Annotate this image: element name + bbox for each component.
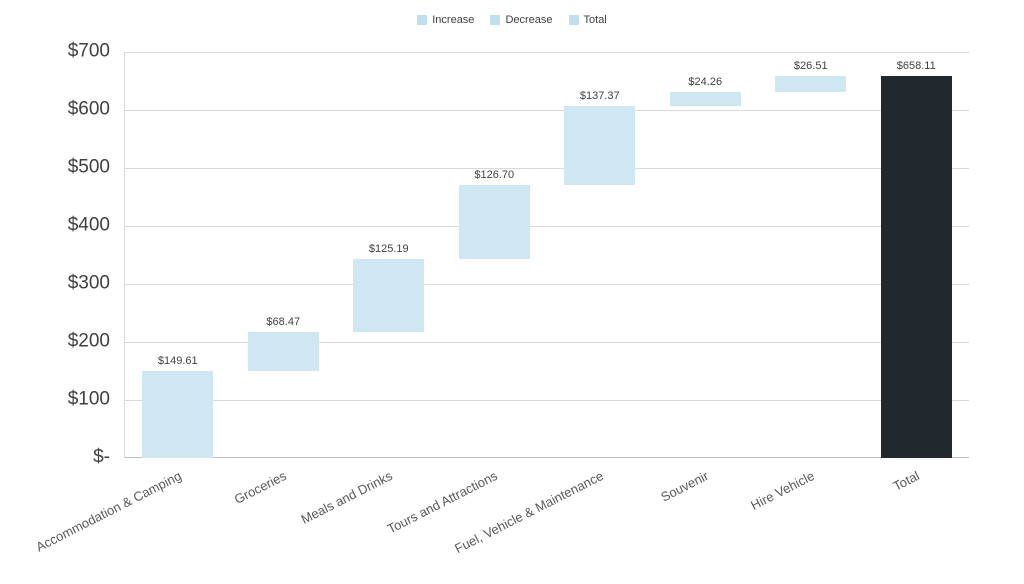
x-category-label: Souvenir — [658, 468, 712, 505]
waterfall-bar-increase — [142, 371, 214, 458]
plot-area: $149.61 $68.47 $125.19 $126.70 $137.37 $24.26… — [124, 52, 969, 458]
data-label: $658.11 — [896, 60, 936, 73]
y-tick-label: $400 — [67, 214, 110, 236]
waterfall-bar-increase — [353, 258, 425, 332]
gridline — [125, 52, 969, 53]
total-swatch-icon — [568, 15, 579, 25]
data-label: $26.51 — [793, 60, 828, 73]
x-category-label: Meals and Drinks — [298, 468, 395, 527]
waterfall-bar-increase — [669, 91, 741, 106]
waterfall-bar-increase — [458, 185, 530, 259]
x-category-label: Hire Vehicle — [747, 468, 817, 513]
x-category-label: Tours and Attractions — [385, 468, 501, 537]
x-category-label: Groceries — [232, 468, 290, 507]
data-label: $24.26 — [688, 75, 723, 88]
waterfall-bar-total — [880, 76, 952, 458]
gridline — [125, 168, 969, 169]
data-label: $149.61 — [157, 355, 198, 368]
legend-label-total: Total — [583, 14, 607, 26]
y-tick-label: $500 — [67, 156, 110, 178]
decrease-swatch-icon — [490, 15, 501, 25]
gridline — [125, 342, 969, 343]
increase-swatch-icon — [417, 15, 428, 25]
legend-item-increase: Increase — [417, 14, 474, 26]
legend-item-total: Total — [568, 14, 607, 26]
y-axis: $700 $600 $500 $400 $300 $200 $100 $- — [0, 41, 114, 468]
y-tick-label: $300 — [67, 272, 110, 294]
data-label: $68.47 — [266, 315, 301, 328]
chart-legend: Increase Decrease Total — [0, 12, 1024, 28]
gridline — [125, 284, 969, 285]
waterfall-bar-increase — [775, 76, 847, 92]
legend-item-decrease: Decrease — [490, 14, 553, 26]
waterfall-bar-increase — [564, 105, 636, 186]
y-tick-label: $200 — [67, 330, 110, 352]
y-tick-label: $100 — [67, 388, 110, 410]
data-label: $126.70 — [474, 169, 515, 182]
gridline — [125, 226, 969, 227]
legend-label-increase: Increase — [432, 14, 475, 26]
data-label: $125.19 — [368, 242, 409, 255]
y-tick-label: $- — [93, 446, 110, 468]
y-tick-label: $700 — [67, 40, 110, 62]
x-axis-line — [125, 457, 969, 458]
gridline — [125, 110, 969, 111]
legend-label-decrease: Decrease — [505, 14, 553, 26]
x-category-label: Total — [890, 468, 923, 494]
x-axis: Accommodation & Camping Groceries Meals an… — [33, 459, 968, 584]
y-tick-label: $600 — [67, 98, 110, 120]
data-label: $137.37 — [579, 89, 620, 102]
gridline — [125, 400, 969, 401]
waterfall-bar-increase — [247, 331, 319, 372]
x-category-label: Fuel, Vehicle & Maintenance — [451, 468, 606, 557]
